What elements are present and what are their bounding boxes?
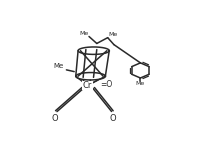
Text: =O: =O: [100, 80, 112, 90]
Text: Me: Me: [107, 32, 117, 37]
Text: Me: Me: [79, 31, 88, 36]
Text: Me: Me: [135, 81, 144, 86]
Text: O: O: [51, 114, 58, 123]
Text: Cr: Cr: [82, 81, 92, 90]
Text: Me: Me: [54, 63, 64, 69]
Text: O: O: [109, 114, 115, 123]
